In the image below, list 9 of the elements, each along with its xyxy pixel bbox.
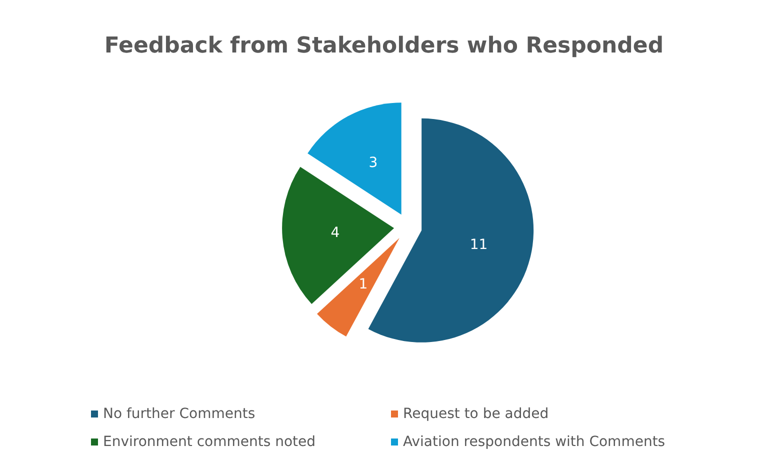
legend-label: Aviation respondents with Comments	[403, 434, 666, 450]
chart-title: Feedback from Stakeholders who Responded	[104, 34, 664, 58]
data-label: 11	[470, 236, 488, 253]
data-label: 4	[330, 225, 340, 242]
data-label: 1	[358, 276, 368, 293]
legend-label: Environment comments noted	[103, 434, 316, 450]
data-label: 3	[368, 154, 378, 171]
legend-label: Request to be added	[403, 406, 549, 422]
legend-label: No further Comments	[103, 406, 256, 422]
